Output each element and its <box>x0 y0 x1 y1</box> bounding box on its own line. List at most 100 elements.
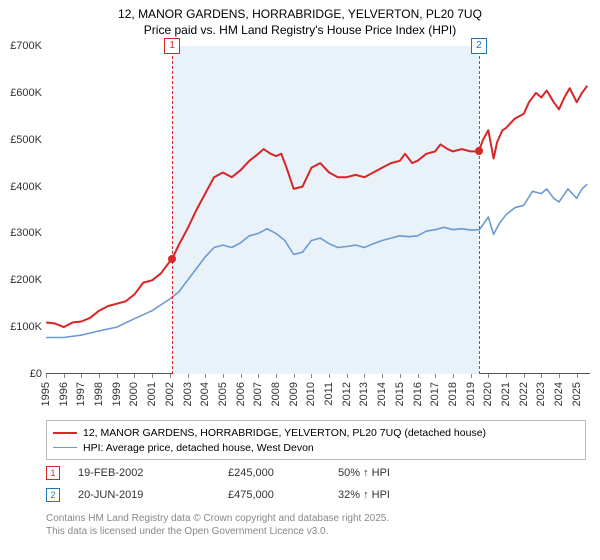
legend-label: 12, MANOR GARDENS, HORRABRIDGE, YELVERTO… <box>83 427 486 439</box>
x-axis-tick <box>453 374 454 378</box>
plot-area: 12 <box>46 46 590 374</box>
line-series-svg <box>46 46 590 374</box>
x-axis-tick-label: 2006 <box>235 382 247 406</box>
x-axis-tick <box>329 374 330 378</box>
x-axis-tick-label: 2000 <box>128 382 140 406</box>
x-axis-tick-label: 2003 <box>182 382 194 406</box>
sale-marker-box: 2 <box>471 38 487 54</box>
attribution-footer: Contains HM Land Registry data © Crown c… <box>46 512 389 538</box>
sale-marker-dot <box>168 255 176 263</box>
x-axis-tick <box>347 374 348 378</box>
x-axis-tick <box>188 374 189 378</box>
x-axis-tick <box>99 374 100 378</box>
x-axis-tick-label: 2019 <box>465 382 477 406</box>
x-axis-tick-label: 2005 <box>217 382 229 406</box>
x-axis-tick <box>134 374 135 378</box>
x-axis-tick <box>294 374 295 378</box>
sale-price: £475,000 <box>228 489 338 501</box>
x-axis-tick <box>170 374 171 378</box>
x-axis-tick-label: 2013 <box>358 382 370 406</box>
sale-pct: 32% ↑ HPI <box>338 489 458 501</box>
x-axis-tick <box>81 374 82 378</box>
y-axis-tick-label: £400K <box>2 181 42 193</box>
x-axis-tick <box>400 374 401 378</box>
sales-table: 1 19-FEB-2002 £245,000 50% ↑ HPI 2 20-JU… <box>46 462 458 506</box>
y-axis-tick-label: £200K <box>2 274 42 286</box>
x-axis-tick-label: 2009 <box>288 382 300 406</box>
x-axis-tick <box>241 374 242 378</box>
x-axis-tick-label: 2016 <box>412 382 424 406</box>
sale-marker-line <box>172 46 173 374</box>
chart-area: 12 £0£100K£200K£300K£400K£500K£600K£700K… <box>0 40 600 415</box>
x-axis-tick-label: 2018 <box>447 382 459 406</box>
x-axis-tick-label: 1999 <box>111 382 123 406</box>
sale-marker-box: 2 <box>46 488 60 502</box>
x-axis-tick-label: 2024 <box>553 382 565 406</box>
x-axis-tick <box>524 374 525 378</box>
x-axis-tick <box>488 374 489 378</box>
footer-line: This data is licensed under the Open Gov… <box>46 525 389 538</box>
x-axis-tick <box>471 374 472 378</box>
sale-marker-box: 1 <box>46 466 60 480</box>
x-axis-tick <box>559 374 560 378</box>
x-axis-tick <box>223 374 224 378</box>
x-axis-tick-label: 2022 <box>518 382 530 406</box>
footer-line: Contains HM Land Registry data © Crown c… <box>46 512 389 525</box>
series-line-hpi <box>46 184 587 337</box>
x-axis-tick-label: 2025 <box>571 382 583 406</box>
sales-row: 1 19-FEB-2002 £245,000 50% ↑ HPI <box>46 462 458 484</box>
x-axis-tick-label: 2021 <box>500 382 512 406</box>
x-axis-tick-label: 2007 <box>252 382 264 406</box>
x-axis-tick-label: 2017 <box>429 382 441 406</box>
x-axis-tick-label: 1996 <box>58 382 70 406</box>
sale-date: 20-JUN-2019 <box>78 489 228 501</box>
sale-marker-box: 1 <box>164 38 180 54</box>
x-axis-tick-label: 1995 <box>40 382 52 406</box>
y-axis-tick-label: £700K <box>2 40 42 52</box>
x-axis-tick <box>435 374 436 378</box>
legend: 12, MANOR GARDENS, HORRABRIDGE, YELVERTO… <box>46 420 586 460</box>
x-axis-tick <box>506 374 507 378</box>
sale-marker-number: 1 <box>50 468 55 478</box>
series-line-price_paid <box>46 86 587 327</box>
legend-row: 12, MANOR GARDENS, HORRABRIDGE, YELVERTO… <box>53 425 579 440</box>
chart-title-block: 12, MANOR GARDENS, HORRABRIDGE, YELVERTO… <box>0 0 600 40</box>
x-axis-tick <box>418 374 419 378</box>
x-axis-tick <box>46 374 47 378</box>
legend-swatch <box>53 447 77 448</box>
x-axis-tick-label: 2020 <box>482 382 494 406</box>
x-axis-tick-label: 1998 <box>93 382 105 406</box>
x-axis-tick <box>152 374 153 378</box>
x-axis-tick <box>577 374 578 378</box>
sale-marker-number: 2 <box>50 490 55 500</box>
y-axis-tick-label: £0 <box>2 368 42 380</box>
x-axis-tick-label: 1997 <box>75 382 87 406</box>
title-line-1: 12, MANOR GARDENS, HORRABRIDGE, YELVERTO… <box>10 6 590 22</box>
y-axis-tick-label: £500K <box>2 134 42 146</box>
sale-date: 19-FEB-2002 <box>78 467 228 479</box>
x-axis-tick-label: 2002 <box>164 382 176 406</box>
y-axis-tick-label: £300K <box>2 227 42 239</box>
x-axis-tick <box>311 374 312 378</box>
sale-price: £245,000 <box>228 467 338 479</box>
legend-label: HPI: Average price, detached house, West… <box>83 442 314 454</box>
y-axis-tick-label: £600K <box>2 87 42 99</box>
x-axis-tick <box>541 374 542 378</box>
x-axis-tick-label: 2011 <box>323 382 335 406</box>
sale-pct: 50% ↑ HPI <box>338 467 458 479</box>
legend-swatch <box>53 432 77 434</box>
x-axis-tick-label: 2008 <box>270 382 282 406</box>
y-axis-tick-label: £100K <box>2 321 42 333</box>
x-axis-tick <box>364 374 365 378</box>
x-axis-tick <box>64 374 65 378</box>
legend-row: HPI: Average price, detached house, West… <box>53 440 579 455</box>
x-axis-tick <box>258 374 259 378</box>
x-axis-tick-label: 2004 <box>199 382 211 406</box>
x-axis-tick-label: 2015 <box>394 382 406 406</box>
x-axis-tick-label: 2010 <box>305 382 317 406</box>
x-axis-tick <box>382 374 383 378</box>
x-axis-tick-label: 2001 <box>146 382 158 406</box>
title-line-2: Price paid vs. HM Land Registry's House … <box>10 22 590 38</box>
sale-marker-line <box>479 46 480 374</box>
sale-marker-dot <box>475 147 483 155</box>
